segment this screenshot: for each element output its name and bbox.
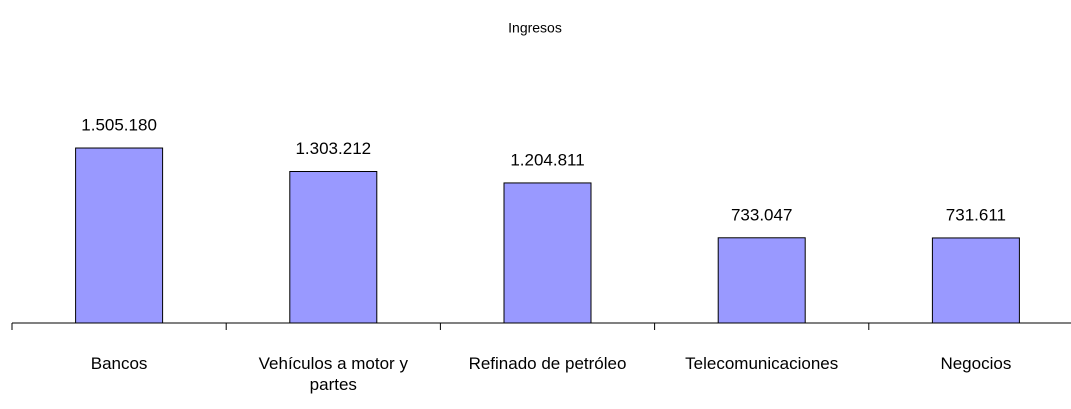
x-tick-label: Negocios [940, 354, 1011, 373]
data-label: 1.303.212 [295, 139, 371, 158]
bar [289, 171, 378, 324]
data-label: 1.505.180 [81, 116, 157, 135]
data-label: 1.204.811 [510, 150, 584, 169]
bar [75, 147, 164, 324]
x-tick-label: Vehículos a motor y partes [259, 354, 409, 394]
x-tick-label: Telecomunicaciones [685, 354, 838, 373]
chart-title: Ingresos [508, 20, 562, 36]
data-label: 733.047 [731, 205, 792, 224]
bar [931, 237, 1020, 324]
data-label: 731.611 [946, 205, 1006, 224]
x-tick-label: Bancos [91, 354, 148, 373]
x-tick-label: Refinado de petróleo [469, 354, 627, 373]
bar [717, 237, 806, 324]
bar [503, 182, 592, 324]
